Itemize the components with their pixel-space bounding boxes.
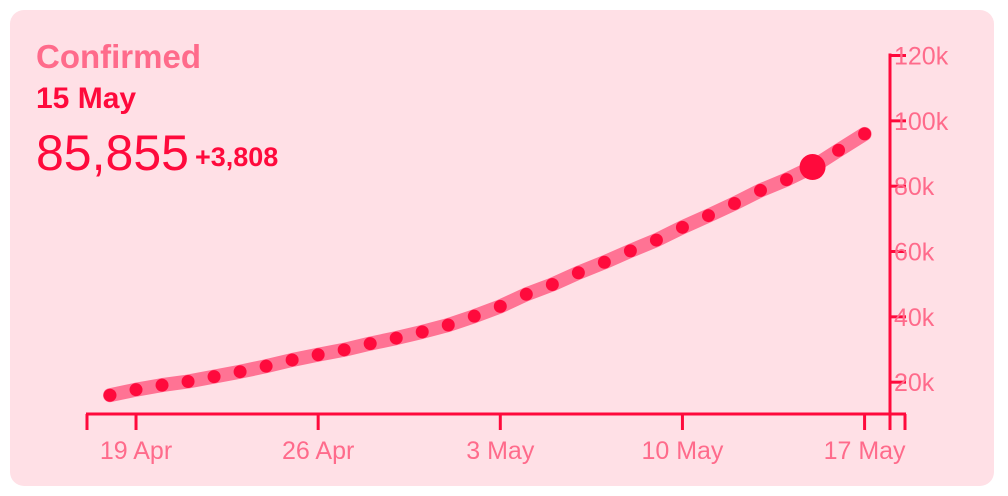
total-value: 85,855 <box>36 125 189 181</box>
chart-card <box>10 10 994 486</box>
data-point <box>337 343 351 357</box>
x-tick-label: 10 May <box>641 437 723 465</box>
data-point <box>441 318 455 332</box>
y-tick-label: 60k <box>894 239 935 267</box>
x-tick-label: 3 May <box>466 437 535 465</box>
data-point <box>858 127 872 141</box>
data-point <box>207 370 221 384</box>
confirmed-total: 85,855 +3,808 <box>36 124 278 182</box>
y-tick-label: 20k <box>894 369 935 397</box>
data-point <box>623 244 637 258</box>
data-point <box>780 173 794 187</box>
data-point <box>545 277 559 291</box>
data-point <box>155 378 169 392</box>
y-tick-label: 40k <box>894 304 935 332</box>
daily-delta: +3,808 <box>194 142 279 172</box>
chart-title: Confirmed <box>36 38 201 75</box>
y-tick-label: 100k <box>894 108 949 136</box>
data-point <box>311 348 325 362</box>
data-point <box>675 220 689 234</box>
selected-date: 15 May <box>36 82 137 115</box>
data-point <box>754 183 767 197</box>
data-point <box>467 309 481 323</box>
data-point <box>832 143 846 157</box>
data-point <box>103 388 117 402</box>
data-point <box>415 325 429 339</box>
data-point <box>493 299 507 313</box>
y-tick-label: 80k <box>894 173 935 201</box>
data-point <box>519 287 533 301</box>
x-tick-label: 19 Apr <box>100 437 172 465</box>
data-point <box>389 331 403 345</box>
data-point <box>285 353 299 367</box>
x-tick-label: 17 May <box>824 437 906 465</box>
data-point <box>727 196 741 210</box>
data-point <box>129 383 143 397</box>
x-tick-label: 26 Apr <box>282 437 354 465</box>
data-point <box>649 233 663 247</box>
data-point <box>597 255 611 269</box>
data-point <box>259 359 273 373</box>
series-line <box>103 126 872 403</box>
data-point <box>363 337 377 351</box>
highlight-point <box>799 154 826 181</box>
data-point <box>181 375 195 389</box>
data-point <box>233 365 247 379</box>
y-tick-label: 120k <box>894 43 949 71</box>
data-point <box>571 266 585 280</box>
data-point <box>701 209 715 223</box>
